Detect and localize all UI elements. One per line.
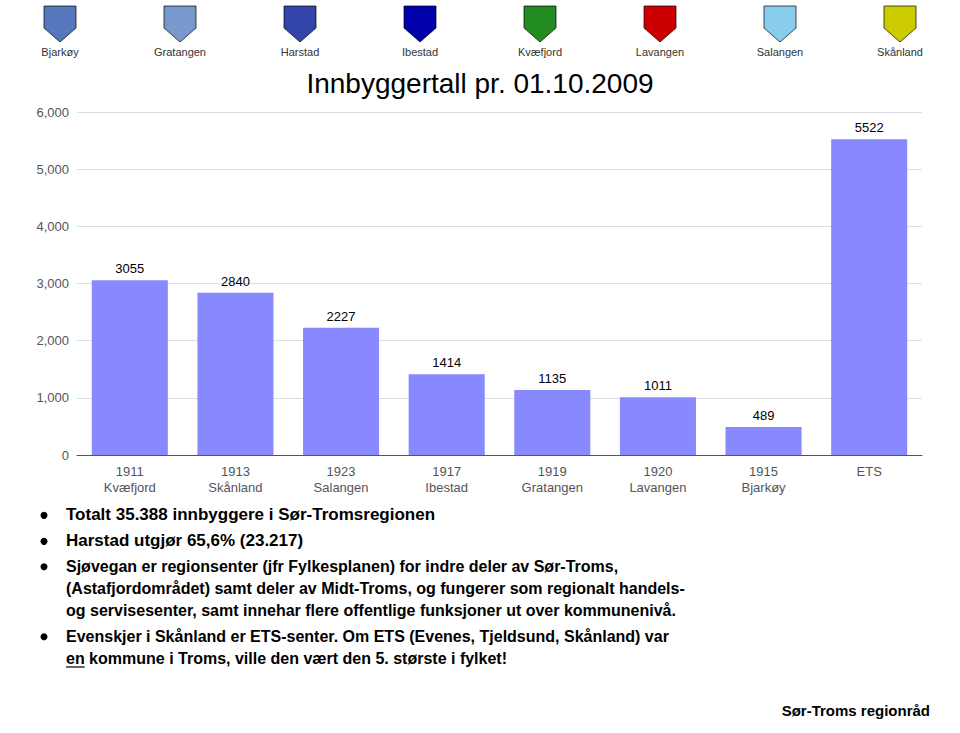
svg-text:1923: 1923 <box>327 464 356 479</box>
svg-text:1135: 1135 <box>538 371 566 386</box>
svg-text:Ibestad: Ibestad <box>425 480 468 495</box>
svg-text:4,000: 4,000 <box>36 219 69 234</box>
svg-text:Salangen: Salangen <box>757 46 804 58</box>
svg-text:5,000: 5,000 <box>36 162 69 177</box>
svg-text:1917: 1917 <box>432 464 461 479</box>
svg-text:en kommune i Troms, ville den: en kommune i Troms, ville den vært den 5… <box>66 650 507 667</box>
svg-text:Gratangen: Gratangen <box>154 46 206 58</box>
svg-text:Innbyggertall pr. 01.10.2009: Innbyggertall pr. 01.10.2009 <box>306 68 653 99</box>
svg-text:1911: 1911 <box>116 464 144 479</box>
svg-text:Evenskjer i Skånland er ETS-se: Evenskjer i Skånland er ETS-senter. Om E… <box>66 628 669 645</box>
svg-text:5522: 5522 <box>855 120 884 135</box>
svg-text:(Astafjordområdet) samt deler: (Astafjordområdet) samt deler av Midt-Tr… <box>66 580 685 597</box>
svg-text:Skånland: Skånland <box>208 480 262 495</box>
svg-text:Lavangen: Lavangen <box>629 480 686 495</box>
svg-text:2840: 2840 <box>221 274 250 289</box>
svg-text:Kvæfjord: Kvæfjord <box>518 46 562 58</box>
svg-text:Harstad utgjør 65,6% (23.217): Harstad utgjør 65,6% (23.217) <box>66 531 303 550</box>
svg-text:1920: 1920 <box>643 464 672 479</box>
svg-text:1414: 1414 <box>432 355 461 370</box>
svg-text:1919: 1919 <box>538 464 567 479</box>
svg-text:2,000: 2,000 <box>36 333 69 348</box>
svg-text:1,000: 1,000 <box>36 390 69 405</box>
svg-text:Kvæfjord: Kvæfjord <box>104 480 156 495</box>
svg-text:Sør-Troms regionråd: Sør-Troms regionråd <box>782 702 930 719</box>
svg-text:Bjarkøy: Bjarkøy <box>742 480 787 495</box>
svg-text:Harstad: Harstad <box>281 46 320 58</box>
svg-text:3055: 3055 <box>115 261 144 276</box>
svg-text:2227: 2227 <box>327 309 356 324</box>
svg-text:Skånland: Skånland <box>877 46 923 58</box>
svg-text:Salangen: Salangen <box>314 480 369 495</box>
svg-text:Gratangen: Gratangen <box>522 480 583 495</box>
svg-text:ETS: ETS <box>857 464 883 479</box>
svg-text:Sjøvegan er regionsenter (jfr: Sjøvegan er regionsenter (jfr Fylkesplan… <box>66 558 618 575</box>
svg-text:Totalt 35.388 innbyggere i Sør: Totalt 35.388 innbyggere i Sør-Tromsregi… <box>66 505 435 524</box>
svg-text:6,000: 6,000 <box>36 105 69 120</box>
svg-text:Ibestad: Ibestad <box>402 46 438 58</box>
svg-text:Bjarkøy: Bjarkøy <box>41 46 79 58</box>
svg-text:1011: 1011 <box>644 378 672 393</box>
svg-text:og servisesenter, samt innehar: og servisesenter, samt innehar flere off… <box>66 602 676 619</box>
svg-text:1913: 1913 <box>221 464 250 479</box>
svg-text:Lavangen: Lavangen <box>636 46 684 58</box>
svg-text:1915: 1915 <box>749 464 778 479</box>
svg-text:0: 0 <box>62 448 69 463</box>
svg-text:489: 489 <box>753 408 775 423</box>
svg-text:3,000: 3,000 <box>36 276 69 291</box>
